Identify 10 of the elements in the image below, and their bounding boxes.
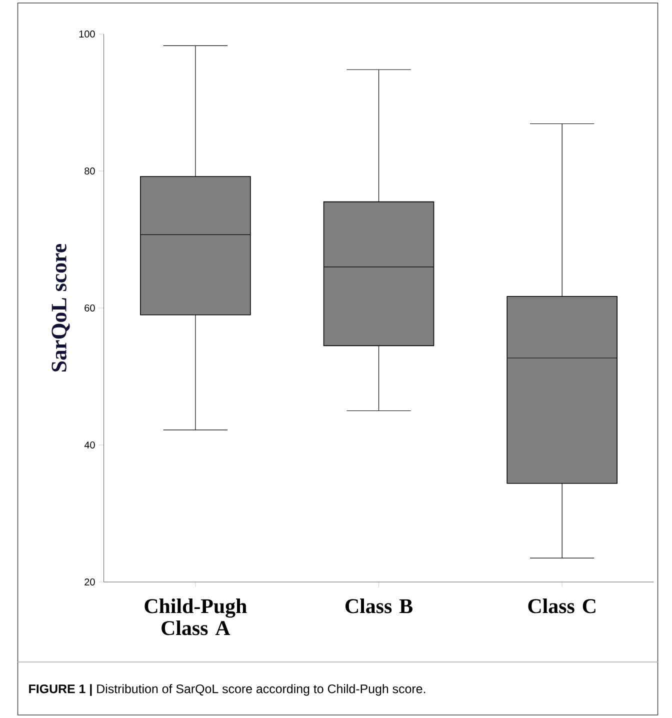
y-tick-label: 20 (84, 578, 95, 586)
x-tick-label: Child-Pugh Class A (144, 598, 247, 636)
text: FIGURE 1 | Distribution of SarQoL score according to Child-Pugh score. (29, 684, 426, 696)
y-tick-label: 100 (80, 30, 95, 38)
y-axis-title: SarQoL score (52, 244, 70, 372)
x-tick-label: Class B (346, 598, 413, 614)
y-tick-label: 80 (84, 167, 95, 175)
x-tick-label: Class C (528, 598, 596, 614)
y-tick-label: 60 (84, 304, 95, 312)
y-tick-label: 40 (84, 441, 95, 449)
